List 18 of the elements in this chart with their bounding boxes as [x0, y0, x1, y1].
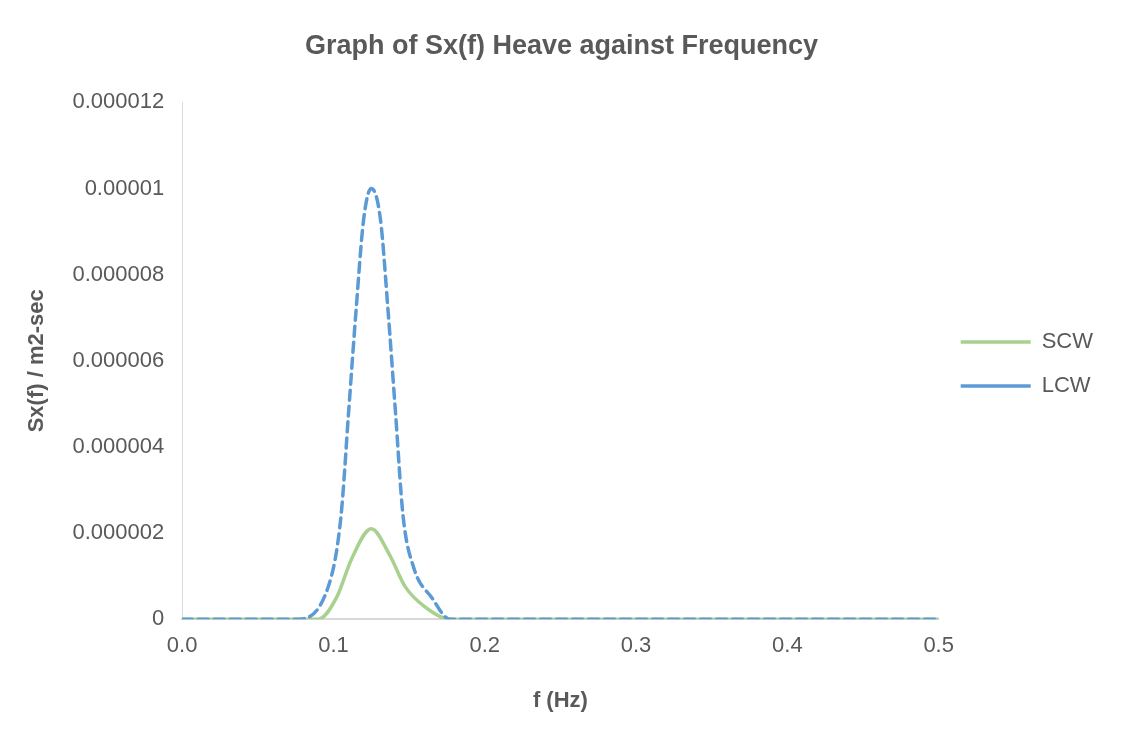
x-tick-label: 0.1: [318, 632, 349, 658]
x-tick-label: 0.2: [469, 632, 501, 658]
legend-label: SCW: [1041, 328, 1094, 354]
y-tick-label: 0: [151, 605, 165, 631]
x-axis-title: f (Hz): [532, 686, 588, 712]
x-tick-label: 0.3: [620, 632, 652, 658]
y-tick-label: 0.00001: [84, 174, 165, 200]
y-tick-label: 0.000006: [72, 346, 165, 372]
y-tick-label: 0.000004: [72, 433, 165, 458]
legend-label: LCW: [1041, 372, 1091, 398]
x-tick-label: 0.0: [166, 632, 198, 658]
chart-title: Graph of Sx(f) Heave against Frequency: [304, 29, 819, 60]
y-tick-label: 0.000002: [72, 519, 165, 545]
y-tick-label: 0.000012: [72, 88, 165, 114]
x-tick-label: 0.5: [923, 632, 954, 658]
y-tick-label: 0.000008: [72, 260, 165, 286]
y-axis-title: Sx(f) / m2-sec: [23, 289, 49, 433]
x-tick-label: 0.4: [772, 632, 803, 658]
